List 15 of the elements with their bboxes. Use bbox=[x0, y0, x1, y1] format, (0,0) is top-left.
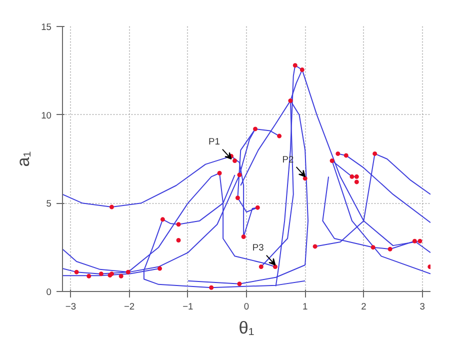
y-tick-label: 5 bbox=[46, 198, 52, 209]
y-tick-label: 15 bbox=[41, 22, 52, 32]
x-tick-label: 3 bbox=[420, 302, 425, 312]
x-tick-label: −3 bbox=[65, 302, 76, 312]
x-tick-label: 2 bbox=[361, 302, 366, 312]
y-tick-label: 0 bbox=[46, 287, 52, 297]
annotation: P1 bbox=[208, 136, 220, 147]
annotation: P3 bbox=[252, 242, 264, 253]
x-tick-label: −1 bbox=[182, 302, 194, 312]
x-tick-label: −2 bbox=[124, 302, 135, 312]
x-tick-label: 0 bbox=[244, 302, 250, 312]
x-axis-title: θ₁ bbox=[238, 318, 254, 338]
y-axis-title: a₁ bbox=[13, 151, 34, 167]
y-tick-label: 10 bbox=[41, 110, 52, 120]
x-tick-label: 1 bbox=[302, 302, 308, 312]
